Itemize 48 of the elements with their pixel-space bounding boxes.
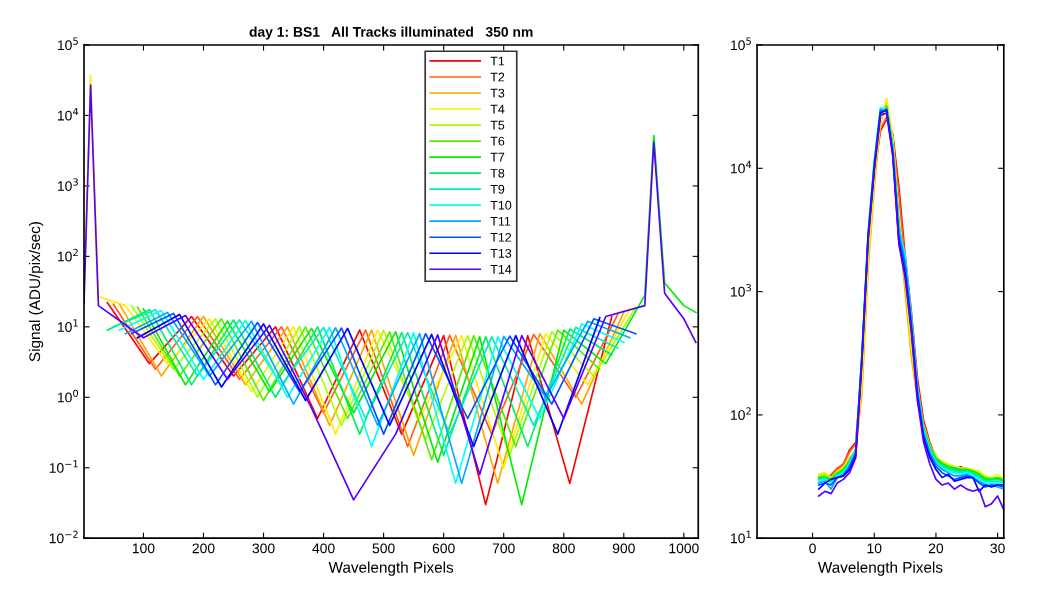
x-tick-label: 0 <box>809 543 816 554</box>
y-tick-label: 10$^{−2}$ <box>49 530 78 544</box>
legend-label: T3 <box>490 88 505 98</box>
legend-label: T7 <box>490 152 505 162</box>
legend-label: T9 <box>490 184 505 194</box>
chart-title: day 1: BS1 All Tracks illuminated 350 nm <box>249 26 533 40</box>
line-series <box>84 84 697 501</box>
line-series <box>142 134 697 506</box>
y-tick-label: 10$^{0}$ <box>57 389 79 403</box>
x-tick-label: 400 <box>312 543 335 554</box>
y-tick-label: 10$^{2}$ <box>731 407 751 420</box>
y-tick-label: 10$^{5}$ <box>731 37 751 51</box>
y-tick-label: 10$^{1}$ <box>731 530 751 544</box>
legend-label: T11 <box>490 216 511 226</box>
y-axis-title: Signal (ADU/pix/sec) <box>28 222 44 362</box>
legend-label: T1 <box>490 56 505 66</box>
x-tick-label: 300 <box>252 543 275 554</box>
x-tick-label: 20 <box>928 543 944 554</box>
x-tick-label: 500 <box>372 543 395 554</box>
x-tick-label: 800 <box>552 543 575 554</box>
y-tick-label: 10$^{1}$ <box>57 319 78 332</box>
y-tick-label: 10$^{5}$ <box>57 37 78 51</box>
line-series <box>106 301 613 506</box>
x-tick-label: 1000 <box>669 543 699 554</box>
y-tick-label: 10$^{4}$ <box>731 160 752 174</box>
legend-label: T2 <box>490 72 505 82</box>
legend-label: T6 <box>490 136 505 146</box>
y-tick-label: 10$^{−1}$ <box>49 460 78 473</box>
y-tick-label: 10$^{3}$ <box>731 283 751 297</box>
legend-label: T8 <box>490 168 505 178</box>
x-tick-label: 200 <box>192 543 215 554</box>
legend-label: T14 <box>490 265 512 274</box>
x-tick-label: 30 <box>990 543 1005 554</box>
y-tick-label: 10$^{4}$ <box>57 107 79 121</box>
x-tick-label: 700 <box>492 543 515 554</box>
x-axis-title: Wavelength Pixels <box>328 561 454 576</box>
legend-label: T13 <box>490 248 512 258</box>
legend-label: T4 <box>490 104 505 114</box>
legend-label: T12 <box>490 232 512 242</box>
x-tick-label: 10 <box>867 543 882 554</box>
x-tick-label: 100 <box>132 543 155 554</box>
legend-label: T10 <box>490 200 512 210</box>
x-tick-label: 600 <box>432 543 455 554</box>
y-tick-label: 10$^{3}$ <box>57 178 78 191</box>
x-tick-label: 900 <box>612 543 635 554</box>
legend-label: T5 <box>490 120 505 130</box>
y-tick-label: 10$^{2}$ <box>57 248 78 262</box>
x-axis-title: Wavelength Pixels <box>817 561 943 576</box>
